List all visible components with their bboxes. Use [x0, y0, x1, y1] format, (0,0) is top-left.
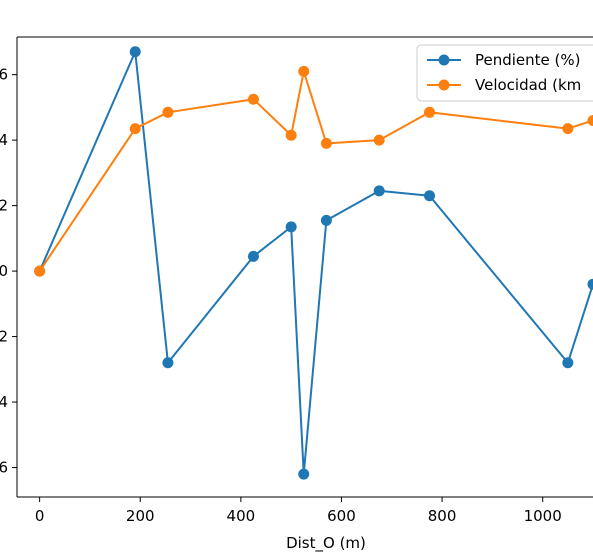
y-tick-label: 4	[0, 131, 8, 149]
x-tick-label: 600	[327, 507, 356, 525]
legend: Pendiente (%) Velocidad (km	[416, 44, 593, 102]
data-point-pendiente	[129, 46, 141, 58]
legend-label-pendiente: Pendiente (%)	[475, 51, 581, 69]
data-point-velocidad	[247, 93, 259, 105]
x-tick-label: 0	[35, 507, 45, 525]
data-point-pendiente	[562, 357, 574, 369]
x-tick-label: 200	[126, 507, 155, 525]
legend-marker-velocidad	[438, 79, 450, 91]
data-point-pendiente	[162, 357, 174, 369]
legend-box	[416, 44, 593, 102]
data-point-pendiente	[285, 221, 297, 233]
data-point-velocidad	[162, 106, 174, 118]
data-point-velocidad	[285, 129, 297, 141]
data-point-pendiente	[373, 185, 385, 197]
data-point-pendiente	[298, 468, 310, 480]
data-point-pendiente	[424, 190, 436, 202]
y-tick-label: 2	[0, 197, 8, 215]
series-layer	[34, 46, 593, 480]
x-tick-label: 800	[428, 507, 457, 525]
data-point-velocidad	[129, 123, 141, 135]
y-tick-label: 2	[0, 328, 8, 346]
data-point-velocidad	[373, 134, 385, 146]
x-axis-ticks: 0 200 400 600 800 1000	[35, 497, 562, 525]
y-tick-label: 6	[0, 66, 8, 84]
series-line-pendiente	[38, 50, 593, 476]
data-point-velocidad	[320, 137, 332, 149]
data-point-pendiente	[320, 214, 332, 226]
x-tick-label: 400	[227, 507, 256, 525]
data-point-pendiente	[247, 250, 259, 262]
y-tick-label: 6	[0, 459, 8, 477]
data-point-pendiente	[587, 278, 593, 290]
y-tick-label: 0	[0, 262, 8, 280]
x-tick-label: 1000	[524, 507, 562, 525]
legend-marker-pendiente	[438, 54, 450, 66]
data-point-velocidad	[562, 123, 574, 135]
data-point-velocidad	[587, 114, 593, 126]
y-axis-ticks: 6 4 2 0 2 4 6	[0, 66, 17, 477]
data-point-velocidad	[424, 106, 436, 118]
y-tick-label: 4	[0, 393, 8, 411]
x-axis-label: Dist_O (m)	[286, 534, 366, 553]
data-point-velocidad	[298, 65, 310, 77]
data-point-velocidad	[34, 265, 46, 277]
legend-label-velocidad: Velocidad (km	[475, 76, 581, 94]
axes-frame	[16, 36, 593, 498]
